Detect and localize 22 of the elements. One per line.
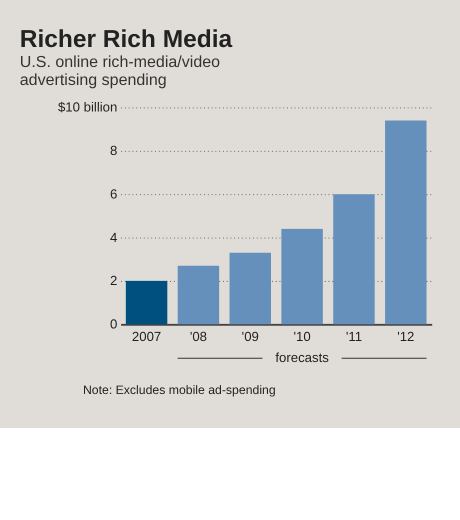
- y-tick-label: 6: [110, 186, 118, 202]
- bar: [178, 266, 220, 324]
- y-tick-label: $10 billion: [58, 100, 118, 115]
- chart-title: Richer Rich Media: [20, 26, 233, 54]
- x-tick-label: 2007: [132, 328, 162, 344]
- bar: [230, 252, 272, 324]
- bar: [281, 228, 323, 324]
- x-tick-label: '10: [294, 328, 311, 344]
- chart-subtitle: U.S. online rich-media/video advertising spending: [20, 52, 220, 89]
- bar: [126, 280, 168, 324]
- x-tick-label: '09: [242, 328, 259, 344]
- y-tick-label: 8: [110, 143, 118, 158]
- y-tick-label: 4: [110, 230, 118, 245]
- text: forecasts: [275, 350, 330, 365]
- y-tick-label: 0: [110, 316, 118, 332]
- bar: [333, 194, 375, 324]
- bar: [385, 120, 427, 324]
- x-tick-label: '12: [397, 328, 414, 344]
- text: Note: Excludes mobile ad-spending: [82, 383, 276, 398]
- y-tick-label: 2: [110, 273, 118, 288]
- x-tick-label: '11: [346, 328, 362, 344]
- x-tick-label: '08: [190, 328, 208, 344]
